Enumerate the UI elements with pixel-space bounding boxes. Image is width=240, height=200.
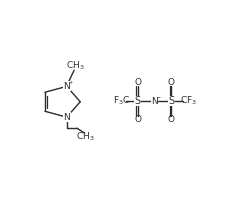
Text: F$_3$C: F$_3$C bbox=[113, 95, 130, 107]
Text: N: N bbox=[63, 113, 70, 122]
Text: O: O bbox=[168, 115, 175, 124]
Text: N: N bbox=[151, 97, 158, 106]
Text: CF$_3$: CF$_3$ bbox=[180, 95, 197, 107]
Text: CH$_3$: CH$_3$ bbox=[66, 60, 85, 72]
Text: CH$_3$: CH$_3$ bbox=[76, 130, 95, 143]
Text: O: O bbox=[134, 115, 141, 124]
Text: O: O bbox=[168, 78, 175, 87]
Text: $^+$: $^+$ bbox=[67, 81, 74, 87]
Text: N: N bbox=[63, 82, 70, 91]
Text: S: S bbox=[135, 96, 141, 106]
Text: O: O bbox=[134, 78, 141, 87]
Text: S: S bbox=[168, 96, 174, 106]
Text: $^-$: $^-$ bbox=[155, 95, 162, 101]
